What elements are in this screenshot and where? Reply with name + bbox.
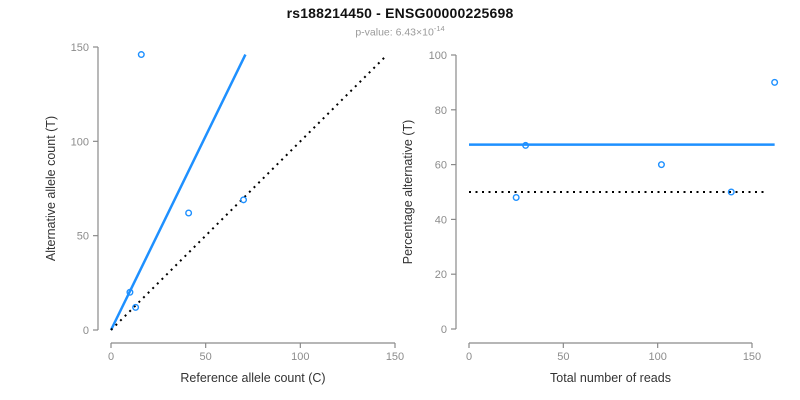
data-point (137, 51, 145, 59)
x-axis-title: Total number of reads (550, 371, 671, 385)
y-tick-label: 40 (435, 214, 447, 226)
data-point (240, 196, 248, 204)
y-tick-label: 100 (429, 50, 447, 62)
y-tick-label: 0 (441, 324, 447, 336)
pvalue-exponent: -14 (433, 24, 445, 33)
y-tick-label: 20 (435, 269, 447, 281)
x-tick-label: 50 (200, 351, 212, 363)
data-point (657, 161, 665, 169)
x-tick-label: 0 (466, 351, 472, 363)
data-point (185, 209, 193, 217)
figure-subtitle: p-value: 6.43×10-14 (0, 24, 800, 39)
y-axis-title: Alternative allele count (T) (44, 116, 58, 261)
y-axis-title: Percentage alternative (T) (401, 120, 415, 265)
x-tick-label: 150 (386, 351, 404, 363)
data-point (132, 303, 140, 311)
regression-line (109, 53, 247, 331)
x-tick-label: 150 (743, 351, 761, 363)
data-point (771, 78, 779, 86)
x-tick-label: 0 (108, 351, 114, 363)
y-tick-label: 100 (71, 136, 89, 148)
data-point (727, 188, 735, 196)
identity-line (110, 55, 387, 331)
y-tick-label: 50 (77, 231, 89, 243)
figure-title: rs188214450 - ENSG00000225698 (286, 5, 514, 21)
right-scatter-percentage-vs-reads: 0 50 100 150 0 20 40 60 80 100 Total number of rea… (401, 50, 779, 385)
pvalue-text: p-value: 6.43×10 (355, 26, 434, 39)
x-tick-label: 100 (648, 351, 666, 363)
y-tick-label: 150 (71, 42, 89, 54)
x-axis-title: Reference allele count (C) (180, 371, 325, 385)
y-tick-label: 80 (435, 105, 447, 117)
x-tick-label: 50 (557, 351, 569, 363)
left-scatter-allele-counts: 0 50 100 150 0 50 100 150 Reference allele count… (44, 42, 404, 385)
data-point (512, 193, 520, 201)
data-point (522, 141, 530, 149)
x-tick-label: 100 (291, 351, 309, 363)
data-point (126, 288, 134, 296)
y-tick-label: 60 (435, 160, 447, 172)
y-tick-label: 0 (83, 325, 89, 337)
